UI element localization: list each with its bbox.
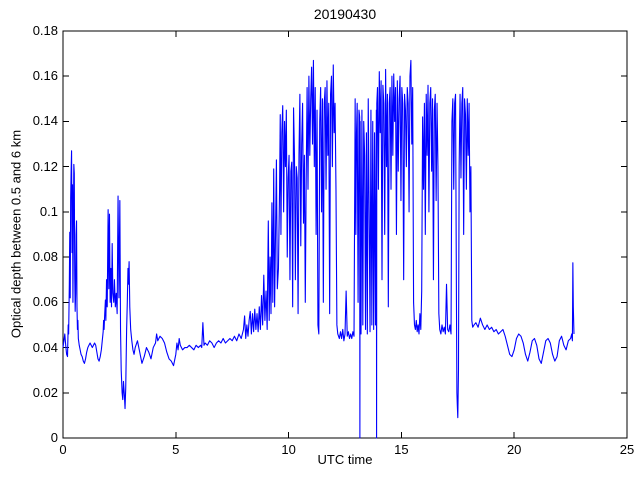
y-tick-label: 0.14 bbox=[32, 113, 58, 129]
x-tick-label: 0 bbox=[59, 442, 67, 457]
x-tick-label: 15 bbox=[394, 442, 409, 457]
y-tick-label: 0.08 bbox=[32, 249, 58, 265]
data-line bbox=[62, 59, 575, 439]
y-tick-label: 0.04 bbox=[32, 339, 58, 355]
y-tick-label: 0.18 bbox=[32, 23, 58, 38]
chart-title: 20190430 bbox=[313, 6, 377, 22]
y-tick-label: 0 bbox=[50, 430, 58, 445]
x-tick-label: 20 bbox=[506, 442, 522, 457]
x-tick-label: 25 bbox=[619, 442, 635, 457]
axis-box bbox=[62, 30, 628, 439]
y-tick-label: 0.06 bbox=[32, 294, 58, 310]
x-tick-label: 10 bbox=[281, 442, 296, 457]
x-tick-label: 5 bbox=[172, 442, 180, 457]
y-tick-label: 0.16 bbox=[32, 68, 58, 84]
y-tick-label: 0.12 bbox=[32, 158, 58, 174]
y-tick-label: 0.1 bbox=[39, 203, 58, 219]
y-tick-label: 0.02 bbox=[32, 384, 58, 400]
x-axis-label: UTC time bbox=[317, 452, 373, 467]
